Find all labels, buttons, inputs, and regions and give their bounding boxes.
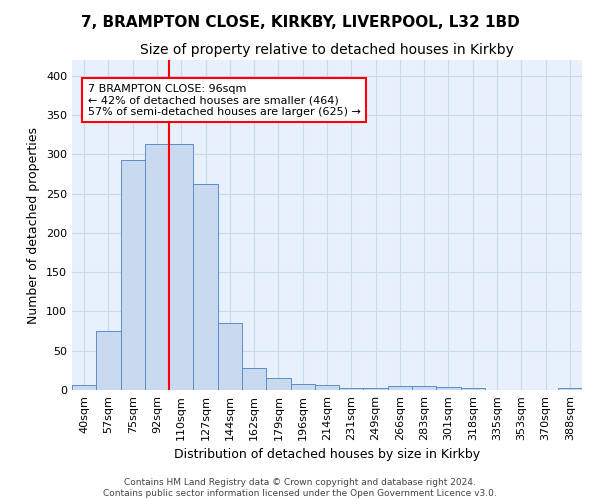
Text: 7 BRAMPTON CLOSE: 96sqm
← 42% of detached houses are smaller (464)
57% of semi-d: 7 BRAMPTON CLOSE: 96sqm ← 42% of detache… <box>88 84 361 117</box>
Bar <box>72 384 96 390</box>
Bar <box>388 386 412 390</box>
Bar <box>121 160 145 390</box>
Bar <box>193 184 218 390</box>
Bar <box>145 144 169 390</box>
Bar <box>242 368 266 390</box>
Text: Contains HM Land Registry data © Crown copyright and database right 2024.
Contai: Contains HM Land Registry data © Crown c… <box>103 478 497 498</box>
Bar <box>412 386 436 390</box>
Bar <box>436 387 461 390</box>
X-axis label: Distribution of detached houses by size in Kirkby: Distribution of detached houses by size … <box>174 448 480 462</box>
Bar <box>266 378 290 390</box>
Title: Size of property relative to detached houses in Kirkby: Size of property relative to detached ho… <box>140 44 514 58</box>
Bar <box>169 144 193 390</box>
Y-axis label: Number of detached properties: Number of detached properties <box>28 126 40 324</box>
Bar <box>339 388 364 390</box>
Bar <box>96 331 121 390</box>
Bar <box>290 384 315 390</box>
Bar <box>218 323 242 390</box>
Bar <box>364 388 388 390</box>
Text: 7, BRAMPTON CLOSE, KIRKBY, LIVERPOOL, L32 1BD: 7, BRAMPTON CLOSE, KIRKBY, LIVERPOOL, L3… <box>80 15 520 30</box>
Bar <box>315 384 339 390</box>
Bar <box>558 388 582 390</box>
Bar <box>461 388 485 390</box>
